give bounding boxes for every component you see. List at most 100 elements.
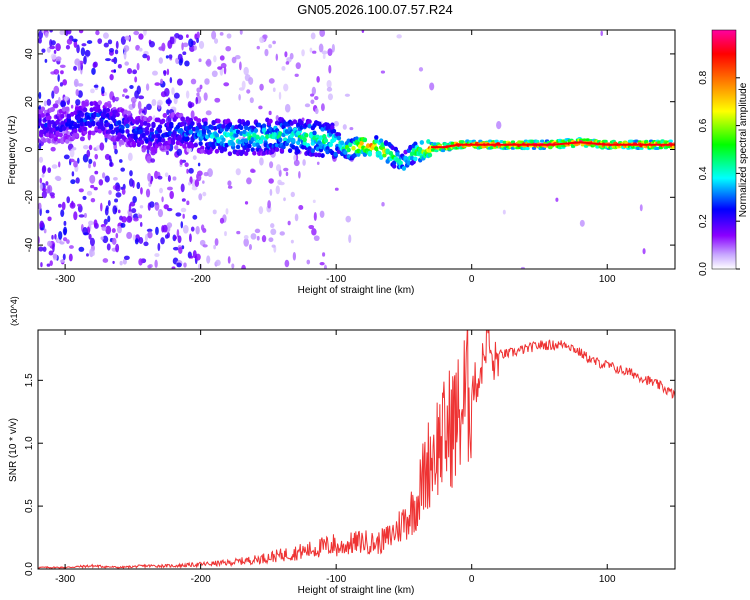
spectrogram-noise-blob: [105, 205, 109, 211]
spectrogram-noise-blob: [418, 67, 424, 72]
spectrogram-noise-blob: [328, 64, 332, 74]
spectrogram-noise-blob: [137, 100, 142, 110]
spectrogram-noise-blob: [284, 103, 291, 113]
spectrogram-noise-blob: [186, 168, 189, 174]
spectrogram-noise-blob: [101, 172, 106, 179]
spectrogram-noise-blob: [200, 224, 205, 231]
spectrogram-noise-blob: [502, 209, 506, 215]
spectrogram-ridge-mark: [639, 146, 644, 150]
spectrogram-noise-blob: [79, 136, 85, 142]
spectrogram-noise-blob: [285, 171, 289, 177]
x-tick-label: 0: [469, 274, 475, 285]
spectrogram-noise-blob: [38, 246, 44, 252]
spectrogram-noise-blob: [143, 30, 147, 36]
spectrogram-noise-blob: [86, 40, 93, 44]
spectrogram-noise-blob: [227, 180, 232, 187]
spectrogram-noise-blob: [196, 92, 200, 97]
spectrogram-noise-blob: [117, 64, 122, 69]
spectrogram-noise-blob: [78, 246, 85, 252]
spectrogram-noise-blob: [77, 203, 82, 207]
spectrogram-heatmap: [38, 30, 675, 269]
spectrogram-noise-blob: [57, 74, 60, 82]
spectrogram-ridge-mark: [362, 137, 368, 143]
spectrogram-noise-blob: [154, 253, 160, 258]
spectrogram-noise-blob: [313, 211, 317, 221]
spectrogram-noise-blob: [264, 48, 269, 57]
spectrogram-noise-blob: [180, 207, 187, 213]
spectrogram-noise-blob: [173, 92, 180, 99]
spectrogram-noise-blob: [277, 179, 282, 185]
spectrogram-noise-blob: [41, 173, 45, 178]
spectrogram-noise-blob: [140, 187, 143, 195]
spectrogram-noise-blob: [244, 201, 249, 205]
spectrogram-noise-blob: [326, 87, 333, 92]
spectrogram-ridge-mark: [82, 107, 88, 113]
spectrogram-noise-blob: [214, 238, 219, 246]
spectrogram-noise-blob: [258, 206, 264, 215]
spectrogram-noise-blob: [101, 86, 105, 94]
spectrogram-ridge-mark: [182, 143, 187, 149]
spectrogram-noise-blob: [38, 156, 44, 163]
spectrogram-ridge-mark: [131, 140, 137, 146]
spectrogram-noise-blob: [89, 237, 95, 247]
spectrogram-noise-blob: [134, 238, 139, 245]
spectrogram-noise-blob: [294, 73, 299, 78]
spectrogram-noise-blob: [113, 56, 118, 64]
spectrogram-ridge-mark: [40, 113, 46, 118]
spectrogram-noise-blob: [254, 228, 261, 234]
spectrogram-noise-blob: [82, 145, 89, 150]
spectrogram-noise-blob: [132, 195, 137, 203]
spectrogram-noise-blob: [312, 199, 316, 204]
spectrogram-ridge-mark: [310, 141, 316, 146]
spectrogram-noise-blob: [310, 32, 316, 40]
spectrogram-noise-blob: [287, 220, 291, 226]
spectrogram-ridge-mark: [55, 130, 60, 136]
spectrogram-ridge-mark: [230, 141, 236, 147]
spectrogram-noise-blob: [170, 36, 175, 45]
x-tick-label: 100: [599, 274, 616, 285]
snr-panel: -300 -200 -100 0 100 0.0 0.5 1.0 1.5 Height of …: [8, 296, 676, 596]
spectrogram-noise-blob: [283, 167, 289, 172]
spectrogram-noise-blob: [142, 53, 148, 59]
spectrogram-noise-blob: [349, 127, 354, 131]
spectrogram-noise-blob: [136, 85, 141, 95]
spectrogram-noise-blob: [105, 58, 111, 62]
spectrogram-noise-blob: [98, 179, 104, 186]
spectrogram-ridge-mark: [401, 166, 407, 171]
spectrogram-ridge-mark: [38, 118, 42, 123]
spectrogram-noise-blob: [90, 88, 95, 94]
spectrogram-noise-blob: [234, 55, 241, 60]
spectrogram-noise-blob: [70, 104, 74, 109]
spectrogram-ridge-mark: [434, 148, 439, 153]
spectrogram-ridge-mark: [79, 112, 85, 117]
spectrogram-noise-blob: [191, 186, 198, 191]
spectrogram-ridge-mark: [148, 115, 153, 121]
spectrogram-ridge-mark: [330, 125, 335, 130]
spectrogram-ridge-mark: [151, 121, 156, 127]
spectrogram-noise-blob: [123, 50, 127, 60]
spectrogram-noise-blob: [166, 222, 173, 229]
spectrogram-noise-blob: [75, 88, 80, 97]
spectrogram-noise-blob: [226, 33, 232, 39]
spectrogram-ridge-mark: [143, 145, 148, 151]
spectrogram-noise-blob: [152, 70, 158, 76]
spectrogram-noise-blob: [74, 58, 81, 66]
spectrogram-ridge-mark: [43, 122, 49, 128]
spectrogram-noise-blob: [196, 87, 202, 93]
spectrogram-noise-blob: [78, 188, 84, 193]
spectrogram-noise-blob: [86, 149, 91, 158]
spectrogram-ridge-mark: [313, 152, 319, 158]
spectrogram-ridge-mark: [395, 151, 400, 157]
spectrogram-noise-blob: [68, 245, 74, 249]
spectrogram-noise-blob: [311, 228, 317, 236]
spectrogram-noise-blob: [89, 174, 96, 184]
spectrogram-ridge-mark: [261, 123, 267, 129]
spectrogram-ridge-mark: [209, 125, 215, 130]
spectrogram-noise-blob: [166, 99, 172, 105]
spectrogram-noise-blob: [55, 43, 61, 52]
spectrogram-noise-blob: [51, 90, 55, 99]
spectrogram-ridge-mark: [252, 142, 257, 148]
spectrogram-noise-blob: [44, 58, 48, 63]
spectrogram-ridge-mark: [281, 144, 286, 150]
spectrogram-noise-blob: [45, 181, 49, 186]
